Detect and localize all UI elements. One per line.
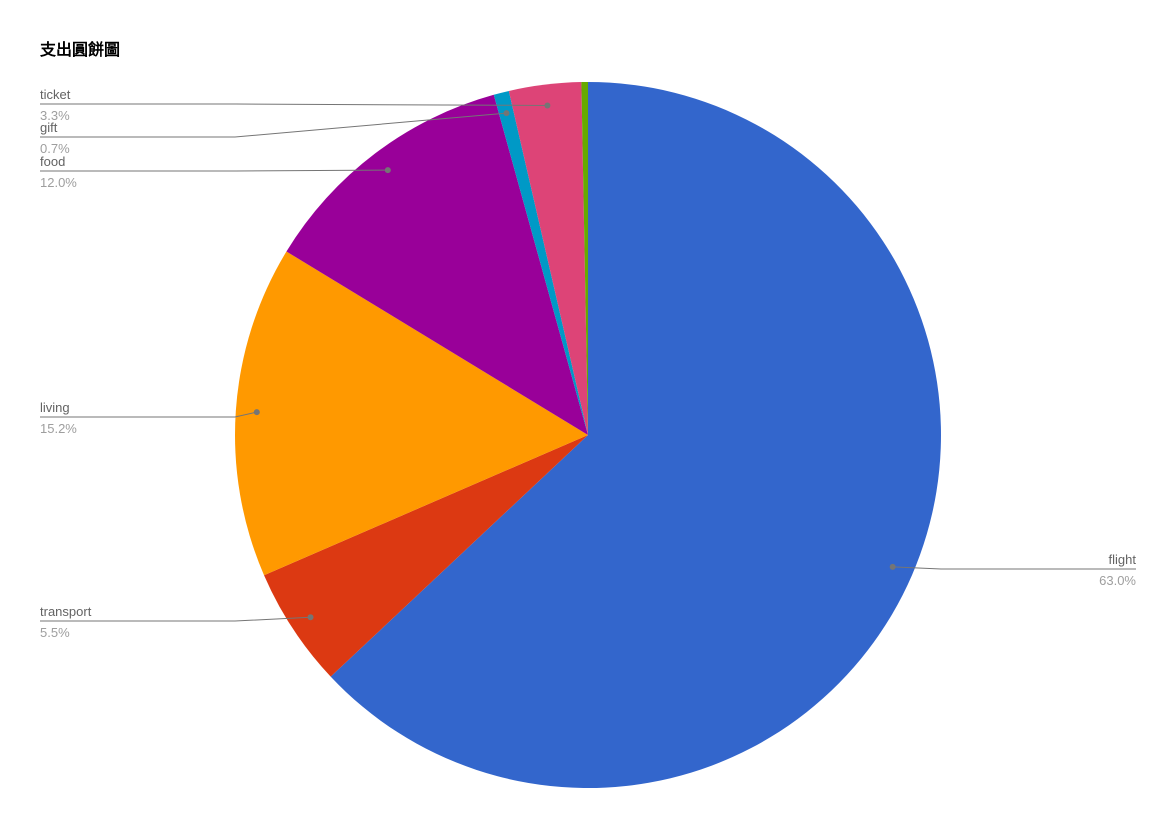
slice-percentage-food: 12.0% bbox=[40, 175, 77, 190]
callout-dot-food bbox=[384, 167, 391, 174]
pie-slice-food[interactable] bbox=[286, 94, 588, 435]
pie-slice-gift[interactable] bbox=[493, 90, 588, 436]
pie-slice-ticket[interactable] bbox=[508, 82, 588, 435]
callout-dot-transport bbox=[307, 614, 314, 621]
slice-label-ticket: ticket bbox=[40, 87, 71, 102]
pie-slice-transport[interactable] bbox=[264, 435, 588, 677]
callout-line-ticket bbox=[40, 103, 548, 106]
slice-percentage-transport: 5.5% bbox=[40, 625, 70, 640]
callout-line-flight bbox=[892, 566, 1136, 570]
chart-title: 支出圓餅圖 bbox=[40, 42, 121, 59]
pie-slice-flight[interactable] bbox=[330, 82, 941, 788]
slice-percentage-ticket: 3.3% bbox=[40, 108, 70, 123]
callout-dot-gift bbox=[503, 110, 510, 117]
slice-percentage-flight: 63.0% bbox=[1099, 573, 1136, 588]
slice-percentage-living: 15.2% bbox=[40, 421, 77, 436]
callout-line-food bbox=[40, 169, 388, 172]
slice-label-transport: transport bbox=[40, 604, 92, 619]
callout-dot-flight bbox=[889, 563, 896, 570]
slice-percentage-gift: 0.7% bbox=[40, 141, 70, 156]
callout-line-gift bbox=[40, 112, 507, 138]
pie-slice-living[interactable] bbox=[234, 251, 589, 576]
callout-dot-ticket bbox=[544, 102, 551, 109]
slice-label-living: living bbox=[40, 400, 70, 415]
slice-label-food: food bbox=[40, 154, 65, 169]
slice-label-gift: gift bbox=[40, 120, 58, 135]
pie-slice-unlabeled-6[interactable] bbox=[581, 81, 588, 436]
slice-label-flight: flight bbox=[1109, 552, 1137, 567]
callout-line-living bbox=[40, 411, 257, 418]
callout-line-transport bbox=[40, 616, 311, 622]
callout-dot-living bbox=[253, 409, 260, 416]
